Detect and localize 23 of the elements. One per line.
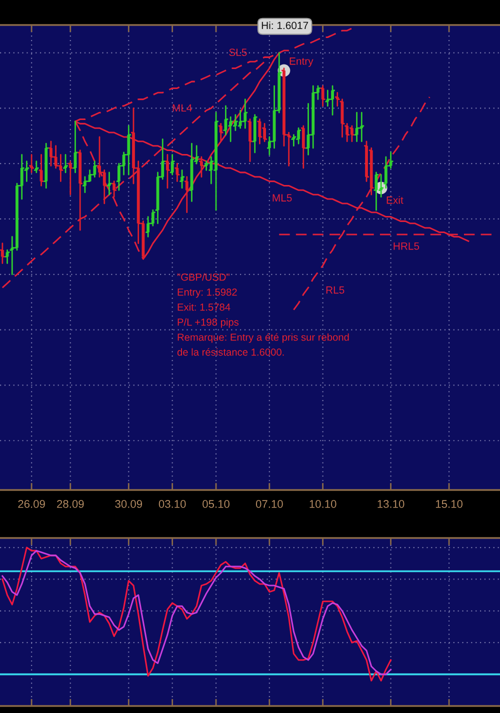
series-label: ML4 <box>172 104 192 112</box>
annotation: Entry <box>290 58 314 67</box>
text: P/L +198 pips <box>178 318 239 328</box>
x-tick-label: 28.09 <box>57 500 84 508</box>
series-label: RL5 <box>326 286 344 294</box>
text: Remarque: Entry a été pris sur rebond <box>178 333 349 343</box>
annotation: Hi: 1.6017 <box>262 22 308 30</box>
x-tick-label: 30.09 <box>115 500 142 508</box>
annotation: "GBP/USD" <box>177 273 230 281</box>
text: Entry: 1.5982 <box>178 288 237 298</box>
x-tick-label: 07.10 <box>256 500 283 508</box>
series-label: HRL5 <box>394 242 420 250</box>
x-tick-label: 15.10 <box>436 500 462 508</box>
x-tick-label: 26.09 <box>18 500 45 508</box>
annotation: Exit <box>386 196 404 204</box>
text: de la résistance 1.6000. <box>177 348 284 356</box>
series-label: ML5 <box>272 194 292 202</box>
x-tick-label: 13.10 <box>378 500 404 508</box>
x-tick-label: 10.10 <box>310 500 336 508</box>
x-tick-label: 03.10 <box>158 500 186 508</box>
x-tick-label: 05.10 <box>202 500 230 508</box>
text: Exit: 1.5784 <box>178 303 230 311</box>
series-label: SL5 <box>229 48 247 56</box>
